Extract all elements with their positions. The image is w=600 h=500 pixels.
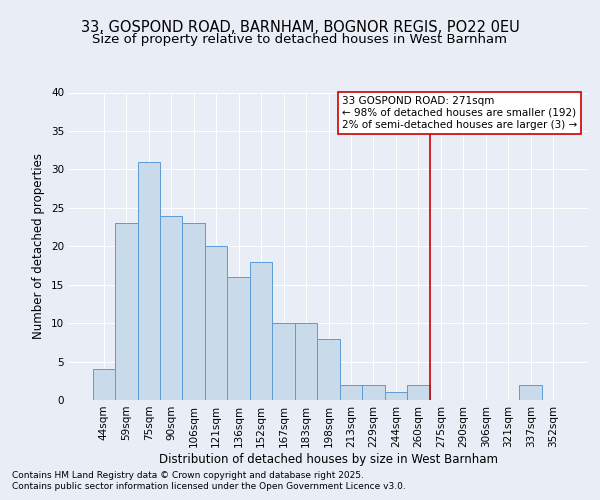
- Bar: [205, 246, 227, 400]
- Bar: [137, 162, 160, 400]
- Text: 33 GOSPOND ROAD: 271sqm
← 98% of detached houses are smaller (192)
2% of semi-de: 33 GOSPOND ROAD: 271sqm ← 98% of detache…: [342, 96, 577, 130]
- Bar: [272, 323, 295, 400]
- Bar: [317, 338, 340, 400]
- Text: Contains public sector information licensed under the Open Government Licence v3: Contains public sector information licen…: [12, 482, 406, 491]
- Bar: [92, 369, 115, 400]
- Bar: [520, 384, 542, 400]
- X-axis label: Distribution of detached houses by size in West Barnham: Distribution of detached houses by size …: [159, 452, 498, 466]
- Bar: [182, 223, 205, 400]
- Bar: [340, 384, 362, 400]
- Y-axis label: Number of detached properties: Number of detached properties: [32, 153, 46, 339]
- Bar: [385, 392, 407, 400]
- Text: Contains HM Land Registry data © Crown copyright and database right 2025.: Contains HM Land Registry data © Crown c…: [12, 471, 364, 480]
- Bar: [250, 262, 272, 400]
- Text: Size of property relative to detached houses in West Barnham: Size of property relative to detached ho…: [92, 32, 508, 46]
- Bar: [407, 384, 430, 400]
- Bar: [362, 384, 385, 400]
- Bar: [160, 216, 182, 400]
- Bar: [227, 277, 250, 400]
- Bar: [115, 223, 137, 400]
- Bar: [295, 323, 317, 400]
- Text: 33, GOSPOND ROAD, BARNHAM, BOGNOR REGIS, PO22 0EU: 33, GOSPOND ROAD, BARNHAM, BOGNOR REGIS,…: [80, 20, 520, 35]
